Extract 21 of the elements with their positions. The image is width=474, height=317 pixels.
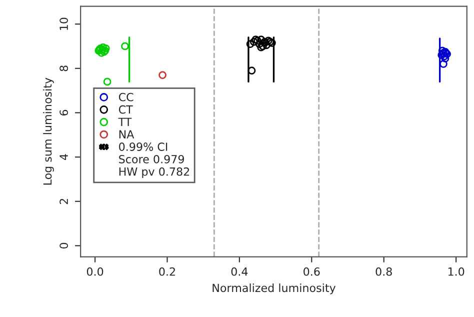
y-tick-label: 6 xyxy=(60,110,68,116)
x-tick-label: 0.2 xyxy=(159,267,175,276)
y-tick-label: 0 xyxy=(60,242,68,248)
x-tick-label: 0.4 xyxy=(231,267,248,276)
legend-label: CC xyxy=(118,92,134,102)
y-tick-label: 2 xyxy=(60,198,68,204)
x-tick-label: 0.0 xyxy=(86,267,104,276)
x-tick-label: 0.6 xyxy=(304,267,320,276)
x-tick-label: 0.8 xyxy=(376,267,392,276)
x-tick-label: 1.0 xyxy=(448,267,464,276)
x-axis-title: Normalized luminosity xyxy=(212,283,336,294)
y-tick-label: 10 xyxy=(60,18,68,30)
legend-label: CT xyxy=(118,105,133,114)
y-tick-label: 4 xyxy=(60,154,68,160)
legend-label: 0.99% CI xyxy=(119,142,168,151)
annotation: HW pv 0.782 xyxy=(119,167,190,178)
legend-label: NA xyxy=(119,130,134,138)
legend-label: TT xyxy=(118,118,132,126)
y-axis-title: Log sum luminosity xyxy=(43,78,54,185)
annotation: Score 0.979 xyxy=(119,154,184,164)
y-tick-label: 8 xyxy=(60,66,68,72)
